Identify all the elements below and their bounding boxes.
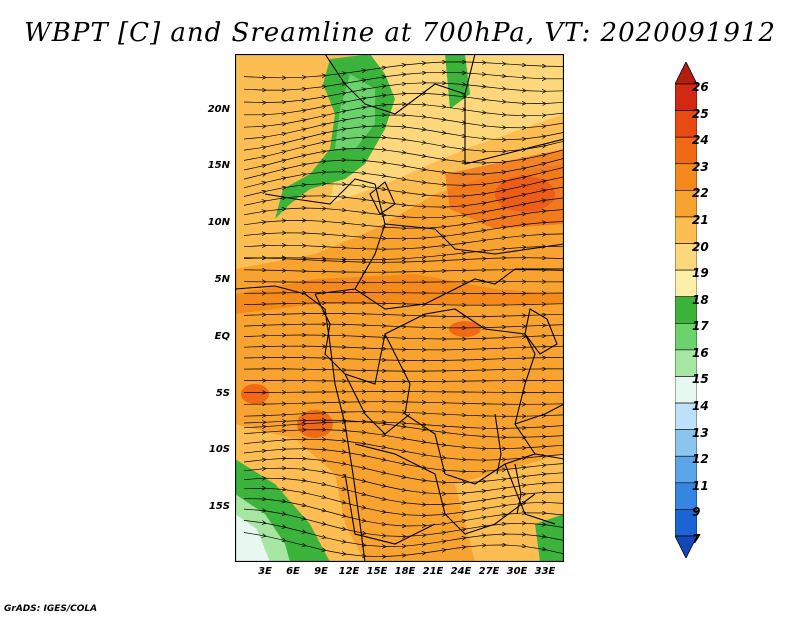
wbpt-patch [241,384,269,404]
streamlines [243,62,564,557]
streamline [243,532,564,557]
colorbar-label: 14 [692,399,709,414]
streamline [243,335,564,339]
colorbar-label: 20 [692,239,709,254]
streamline [243,313,564,316]
streamline [243,270,564,272]
lon-label: 30E [506,566,528,577]
colorbar-label: 24 [692,133,709,148]
lat-label: EQ [214,331,230,342]
lon-label: 12E [338,566,360,577]
colorbar [675,62,697,558]
streamline [243,324,564,328]
colorbar-label: 16 [692,345,709,360]
lon-label: 9E [314,566,328,577]
streamline [243,293,564,294]
lon-label: 27E [478,566,500,577]
streamline [243,303,564,305]
lon-label: 24E [450,566,472,577]
lat-label: 5N [214,274,230,285]
chart-title: WBPT [C] and Sreamline at 700hPa, VT: 20… [24,18,776,48]
lat-label: 20N [207,104,230,115]
streamline [244,381,564,382]
colorbar-label: 19 [692,266,709,281]
lat-label: 15S [208,501,230,512]
lat-label: 10N [207,217,230,228]
streamline [244,392,564,393]
streamline [243,282,564,283]
map-panel [235,54,564,562]
lon-label: 18E [394,566,416,577]
colorbar-label: 21 [692,212,709,227]
colorbar-label: 12 [692,452,709,467]
streamline [243,412,564,417]
colorbar-label: 7 [692,532,701,546]
colorbar-label: 15 [692,372,709,387]
map-frame-border [235,54,564,562]
lat-label: 15N [207,160,230,171]
credit-text: GrADS: IGES/COLA [4,604,98,614]
colorbar-label: 22 [692,186,709,201]
streamline [243,346,564,350]
streamline [243,357,564,360]
colorbar-bottom-arrow [675,535,697,558]
colorbar-label: 17 [692,319,709,334]
streamline [243,369,564,371]
lon-label: 33E [534,566,556,577]
lat-label: 10S [208,444,230,455]
lat-label: 5S [215,388,230,399]
colorbar-label: 25 [692,106,709,121]
colorbar-label: 18 [692,292,709,307]
colorbar-label: 13 [692,425,709,440]
wbpt-region-sw-cool [235,514,270,562]
lon-label: 3E [258,566,272,577]
colorbar-label: 26 [692,80,709,94]
colorbar-label: 9 [692,505,701,520]
streamline [243,258,564,263]
colorbar-label: 11 [692,478,709,493]
lon-label: 21E [422,566,444,577]
lon-label: 6E [286,566,300,577]
colorbar-label: 23 [692,159,709,174]
lon-label: 15E [366,566,388,577]
streamline [243,402,564,405]
